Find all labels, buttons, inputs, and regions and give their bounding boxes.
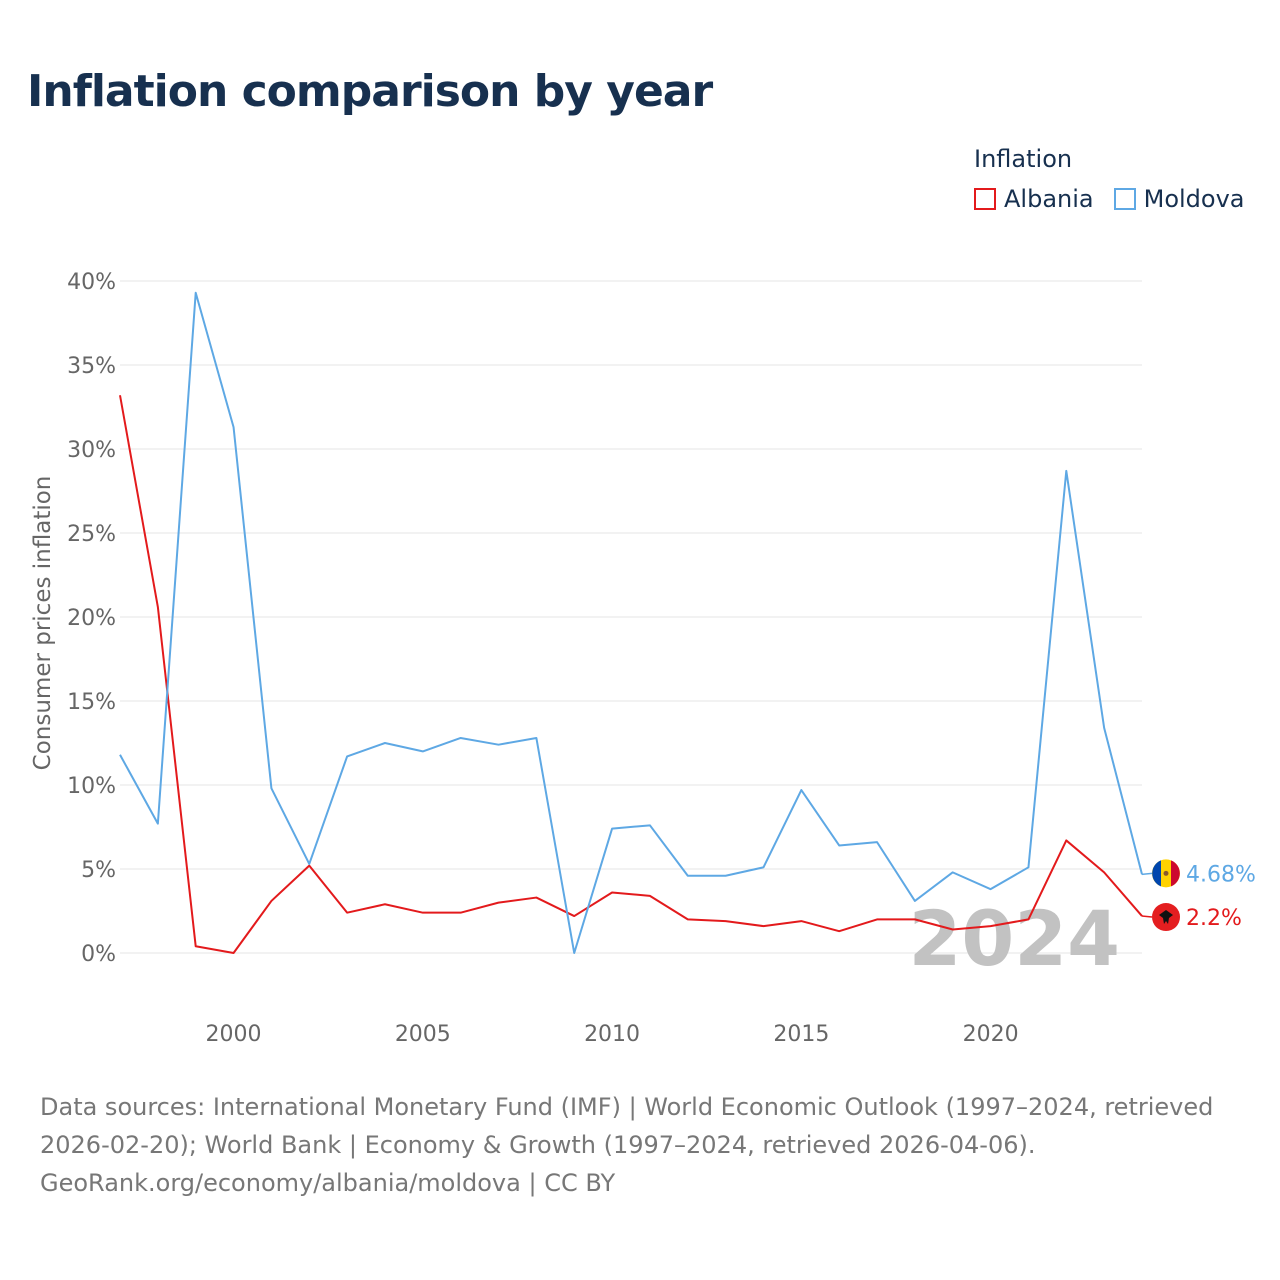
data-point-albania-2003: [345, 911, 349, 915]
data-point-albania-2004: [383, 902, 387, 906]
data-point-moldova-2003: [345, 754, 349, 758]
y-tick-label-20: 20%: [67, 606, 116, 631]
data-point-albania-2020: [989, 924, 993, 928]
end-label-moldova: 4.68%: [1186, 862, 1256, 887]
y-tick-label-5: 5%: [81, 858, 116, 883]
chart-title: Inflation comparison by year: [27, 66, 713, 117]
series-line-albania: [119, 395, 1143, 954]
attribution-link[interactable]: GeoRank.org/economy/albania/moldova | CC…: [40, 1169, 616, 1197]
y-tick-label-35: 35%: [67, 354, 116, 379]
x-tick-label-2020: 2020: [963, 1022, 1019, 1047]
data-point-moldova-2022: [1064, 469, 1068, 473]
data-point-moldova-2006: [459, 736, 463, 740]
data-point-moldova-2001: [269, 786, 273, 790]
gridlines: [120, 280, 1142, 954]
data-point-albania-2007: [497, 901, 501, 905]
x-tick-label-2015: 2015: [773, 1022, 829, 1047]
y-tick-label-40: 40%: [67, 270, 116, 295]
data-point-moldova-2019: [951, 870, 955, 874]
data-point-albania-2017: [875, 917, 879, 921]
series-line-moldova: [119, 291, 1143, 954]
data-point-moldova-2023: [1102, 726, 1106, 730]
data-point-albania-2021: [1026, 917, 1030, 921]
line-chart: 2024 0%5%10%15%20%25%30%35%40% 2000 2005 2…: [30, 270, 1256, 1047]
data-point-moldova-2008: [534, 736, 538, 740]
data-point-moldova-2020: [989, 887, 993, 891]
data-point-moldova-2010: [610, 827, 614, 831]
data-point-albania-2010: [610, 891, 614, 895]
data-point-albania-2015: [799, 919, 803, 923]
data-point-albania-2012: [686, 917, 690, 921]
legend-title: Inflation: [974, 145, 1073, 173]
data-point-albania-1999: [194, 944, 198, 948]
end-label-albania: 2.2%: [1186, 906, 1242, 931]
data-point-moldova-2017: [875, 840, 879, 844]
data-point-albania-2019: [951, 927, 955, 931]
data-point-moldova-2005: [421, 749, 425, 753]
year-watermark: 2024: [908, 894, 1120, 983]
x-tick-label-2000: 2000: [206, 1022, 262, 1047]
y-axis-label: Consumer prices inflation: [30, 476, 56, 771]
data-sources: Data sources: International Monetary Fun…: [40, 1093, 1214, 1159]
legend-item-albania[interactable]: Albania: [974, 185, 1094, 213]
data-point-albania-2006: [459, 911, 463, 915]
x-tick-label-2010: 2010: [584, 1022, 640, 1047]
data-point-moldova-2014: [761, 865, 765, 869]
data-point-albania-2001: [269, 899, 273, 903]
y-tick-label-25: 25%: [67, 522, 116, 547]
data-point-moldova-2002: [307, 862, 311, 866]
albania-eagle-icon: [1159, 910, 1173, 925]
data-point-albania-1998: [156, 605, 160, 609]
legend: Inflation Albania Moldova: [974, 145, 1245, 213]
y-tick-label-0: 0%: [81, 942, 116, 967]
data-point-moldova-2007: [497, 743, 501, 747]
data-point-moldova-2012: [686, 874, 690, 878]
end-connector-albania: [1141, 915, 1153, 918]
y-tick-label-30: 30%: [67, 438, 116, 463]
data-point-moldova-2009: [572, 951, 576, 955]
data-point-albania-2014: [761, 924, 765, 928]
legend-label-moldova: Moldova: [1143, 185, 1245, 213]
data-point-moldova-2013: [724, 874, 728, 878]
series-end-markers: 2.2% 4.68%: [1141, 859, 1256, 932]
x-tick-label-2005: 2005: [395, 1022, 451, 1047]
data-point-albania-2009: [572, 914, 576, 918]
end-connector-moldova: [1141, 872, 1153, 876]
legend-item-moldova[interactable]: Moldova: [1113, 185, 1245, 213]
data-point-albania-1997: [118, 393, 122, 397]
data-point-moldova-2018: [913, 899, 917, 903]
y-tick-label-10: 10%: [67, 774, 116, 799]
data-point-albania-2011: [648, 894, 652, 898]
moldova-coat-of-arms-icon: [1163, 870, 1169, 876]
data-point-albania-2016: [837, 929, 841, 933]
data-point-albania-2018: [913, 917, 917, 921]
data-point-moldova-2000: [232, 425, 236, 429]
data-point-albania-2005: [421, 911, 425, 915]
data-point-moldova-2015: [799, 788, 803, 792]
data-point-moldova-1998: [156, 822, 160, 826]
moldova-flag-red-band: [1171, 860, 1180, 887]
series-lines: [118, 291, 1143, 955]
data-point-albania-2023: [1102, 870, 1106, 874]
data-point-moldova-1999: [194, 291, 198, 295]
x-axis-ticks: 2000 2005 2010 2015 2020: [206, 1022, 1019, 1047]
y-axis-ticks: 0% 5% 10% 15% 20% 25% 30% 35% 40%: [67, 270, 116, 967]
data-point-albania-2000: [232, 951, 236, 955]
legend-swatch-albania: [974, 188, 996, 210]
legend-swatch-moldova: [1113, 188, 1136, 210]
data-point-albania-2022: [1064, 838, 1068, 842]
footer: Data sources: International Monetary Fun…: [40, 1088, 1250, 1202]
y-tick-label-15: 15%: [67, 690, 116, 715]
legend-label-albania: Albania: [1004, 185, 1094, 213]
data-point-moldova-2011: [648, 823, 652, 827]
data-point-moldova-2004: [383, 741, 387, 745]
moldova-flag-blue-band: [1152, 860, 1161, 887]
data-point-moldova-2016: [837, 843, 841, 847]
data-point-moldova-2021: [1026, 865, 1030, 869]
data-point-moldova-1997: [118, 753, 122, 757]
data-point-albania-2013: [724, 919, 728, 923]
data-point-albania-2008: [534, 896, 538, 900]
